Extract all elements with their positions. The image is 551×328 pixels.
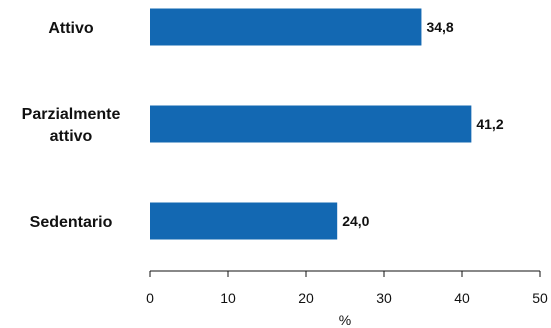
x-tick-label-0: 0 — [146, 290, 154, 306]
x-tick-label-1: 10 — [220, 290, 236, 306]
bar-2 — [150, 202, 338, 240]
category-label-0: Attivo — [48, 20, 94, 37]
x-tick-label-4: 40 — [454, 290, 470, 306]
x-tick-label-5: 50 — [532, 290, 548, 306]
value-label-1: 41,2 — [476, 116, 503, 132]
bar-0 — [150, 8, 422, 46]
x-tick-label-3: 30 — [376, 290, 392, 306]
value-label-0: 34,8 — [426, 19, 453, 35]
value-label-2: 24,0 — [342, 213, 369, 229]
x-axis-title: % — [339, 312, 351, 328]
x-tick-label-2: 20 — [298, 290, 314, 306]
x-axis: 0 10 20 30 40 50 — [146, 270, 548, 306]
bars-group: 34,8 Attivo 41,2 Parzialmente attivo 24,0 Sede… — [22, 8, 504, 240]
category-label-2: Sedentario — [30, 214, 113, 231]
category-label-1-line-1: attivo — [50, 128, 93, 145]
category-label-1-line-0: Parzialmente — [22, 106, 121, 123]
bar-1 — [150, 105, 472, 143]
